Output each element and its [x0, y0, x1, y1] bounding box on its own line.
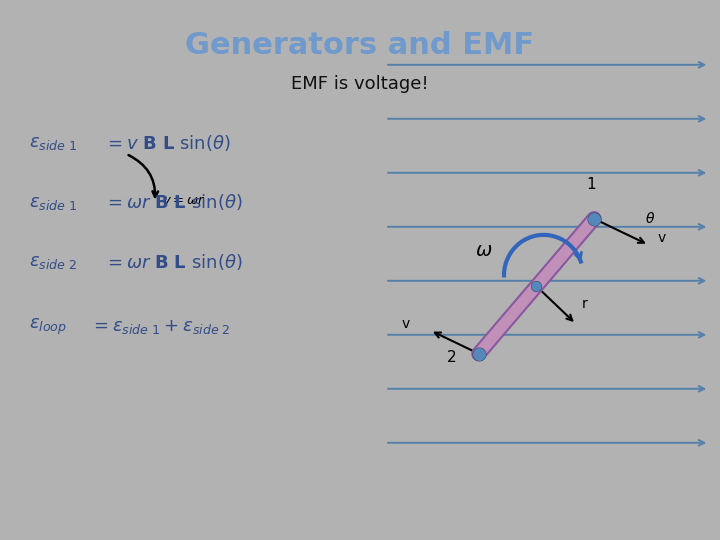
Text: $= v\ \mathbf{B}\ \mathbf{L}\ \sin(\theta)$: $= v\ \mathbf{B}\ \mathbf{L}\ \sin(\thet… [104, 133, 231, 153]
Text: $\theta$: $\theta$ [645, 211, 655, 226]
Text: $\varepsilon_{loop}$: $\varepsilon_{loop}$ [29, 316, 67, 337]
Text: $\varepsilon_{side\ 1}$: $\varepsilon_{side\ 1}$ [29, 134, 77, 152]
Text: 2: 2 [446, 350, 456, 365]
Text: r: r [582, 297, 588, 311]
Text: $\omega$: $\omega$ [475, 241, 492, 260]
Text: $\varepsilon_{side\ 1}$: $\varepsilon_{side\ 1}$ [29, 193, 77, 212]
Text: EMF is voltage!: EMF is voltage! [291, 75, 429, 93]
Text: $= \varepsilon_{side\ 1} + \varepsilon_{side\ 2}$: $= \varepsilon_{side\ 1} + \varepsilon_{… [90, 318, 230, 336]
Text: v: v [402, 317, 410, 330]
Text: 1: 1 [587, 177, 596, 192]
Text: $v = \omega r$: $v = \omega r$ [162, 194, 205, 207]
Text: Generators and EMF: Generators and EMF [186, 31, 534, 60]
Text: $\varepsilon_{side\ 2}$: $\varepsilon_{side\ 2}$ [29, 253, 77, 271]
Text: v: v [657, 231, 665, 245]
Text: $= \omega r\ \mathbf{B}\ \mathbf{L}\ \sin(\theta)$: $= \omega r\ \mathbf{B}\ \mathbf{L}\ \si… [104, 192, 243, 213]
Text: $= \omega r\ \mathbf{B}\ \mathbf{L}\ \sin(\theta)$: $= \omega r\ \mathbf{B}\ \mathbf{L}\ \si… [104, 252, 243, 272]
